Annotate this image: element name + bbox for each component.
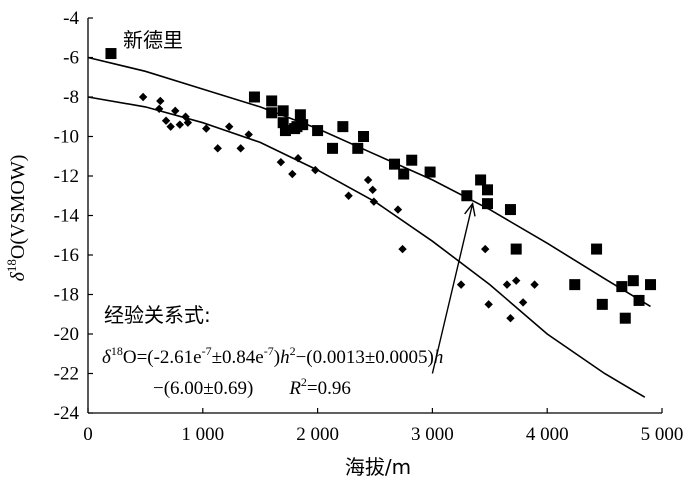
annotation-arrow xyxy=(431,201,476,374)
diamond-marker xyxy=(154,104,164,114)
square-marker xyxy=(619,312,631,324)
diamond-marker xyxy=(293,154,303,163)
diamond-marker xyxy=(512,276,521,285)
y-tick-label: -18 xyxy=(54,285,79,306)
x-tick-label: 4 000 xyxy=(526,424,569,445)
square-marker xyxy=(406,154,418,166)
square-marker xyxy=(510,243,522,255)
arrow-shaft xyxy=(431,203,474,374)
series-label-new-delhi: 新德里 xyxy=(123,28,183,52)
y-tick-label: -12 xyxy=(54,166,79,187)
diamond-marker xyxy=(369,197,379,206)
diamond-marker xyxy=(276,157,286,167)
square-marker xyxy=(482,198,494,210)
diamond-marker xyxy=(138,92,148,102)
diamond-marker xyxy=(484,300,493,309)
square-marker xyxy=(266,95,278,107)
square-marker xyxy=(616,281,628,293)
x-axis-ticks: 0 1 000 2 000 3 000 4 000 5 000 xyxy=(83,408,683,445)
diamond-marker xyxy=(202,124,211,133)
diamond-marker xyxy=(481,244,490,254)
diamond-marker xyxy=(236,144,245,153)
x-tick-label: 0 xyxy=(83,424,93,445)
x-tick-label: 5 000 xyxy=(641,424,684,445)
square-marker xyxy=(424,166,436,178)
square-marker xyxy=(475,174,487,186)
square-marker xyxy=(389,158,401,170)
y-tick-label: -24 xyxy=(54,403,80,424)
diamond-marker xyxy=(530,280,539,289)
diamond-marker xyxy=(311,165,320,175)
square-marker xyxy=(294,109,306,121)
square-marker xyxy=(266,107,278,119)
y-tick-label: -20 xyxy=(54,324,79,345)
square-marker xyxy=(291,121,303,133)
arrow-head xyxy=(464,201,476,217)
square-marker xyxy=(482,184,494,196)
fit-line-upper xyxy=(87,56,651,308)
diamond-marker xyxy=(156,96,165,106)
square-marker xyxy=(248,91,260,103)
data-points xyxy=(105,48,657,324)
square-marker xyxy=(504,204,516,216)
square-marker xyxy=(277,117,289,129)
diamond-marker xyxy=(506,314,515,323)
diamond-marker xyxy=(288,169,297,179)
square-marker xyxy=(105,48,117,60)
y-tick-label: -16 xyxy=(54,245,79,266)
diamond-marker xyxy=(171,106,180,116)
square-marker xyxy=(569,279,581,291)
y-axis-title: δ18O(VSMOW) xyxy=(4,155,29,282)
relation-title: 经验关系式: xyxy=(104,303,211,327)
diamond-marker xyxy=(213,144,222,153)
y-tick-label: -6 xyxy=(63,48,79,69)
diamond-marker xyxy=(161,116,171,125)
y-tick-label: -14 xyxy=(54,206,80,227)
diamond-marker xyxy=(225,122,234,131)
square-marker xyxy=(461,190,473,202)
diamond-marker xyxy=(166,122,175,131)
square-marker xyxy=(279,125,291,137)
diamond-marker xyxy=(244,130,253,139)
square-marker xyxy=(398,168,410,180)
diamond-marker xyxy=(368,185,377,195)
diamond-marker xyxy=(502,280,512,289)
y-tick-label: -8 xyxy=(63,87,79,108)
y-tick-label: -10 xyxy=(54,127,79,148)
diamond-marker xyxy=(398,244,407,254)
square-marker xyxy=(358,131,370,142)
square-marker xyxy=(277,105,289,117)
equation-line-2: −(6.00±0.69) R2=0.96 xyxy=(153,375,351,399)
square-marker xyxy=(352,142,364,154)
diamond-marker xyxy=(344,191,353,200)
square-marker xyxy=(633,294,645,306)
square-marker xyxy=(312,125,324,137)
x-axis-title: 海拔/m xyxy=(345,455,411,479)
diamond-marker xyxy=(363,175,373,185)
square-marker xyxy=(627,275,639,287)
diamond-marker xyxy=(393,205,403,214)
x-tick-label: 1 000 xyxy=(181,424,224,445)
diamond-marker xyxy=(175,120,185,129)
square-marker xyxy=(645,279,657,291)
y-axis-ticks: -24 -22 -20 -18 -16 -14 -12 -10 -8 -6 -4 xyxy=(54,8,93,424)
diamond-marker xyxy=(518,298,528,307)
y-tick-label: -4 xyxy=(63,8,79,29)
square-marker xyxy=(337,121,349,133)
x-tick-label: 2 000 xyxy=(296,424,339,445)
square-marker xyxy=(327,142,339,154)
equation-line-1: δ18O=(-2.61e-7±0.84e-7)h2−(0.0013±0.0005… xyxy=(102,344,443,368)
x-tick-label: 3 000 xyxy=(411,424,454,445)
square-marker xyxy=(297,119,309,131)
diamond-marker xyxy=(456,280,466,289)
diamond-marker xyxy=(183,118,193,127)
y-tick-label: -22 xyxy=(54,364,79,385)
square-marker xyxy=(591,243,603,255)
square-marker xyxy=(596,298,608,310)
